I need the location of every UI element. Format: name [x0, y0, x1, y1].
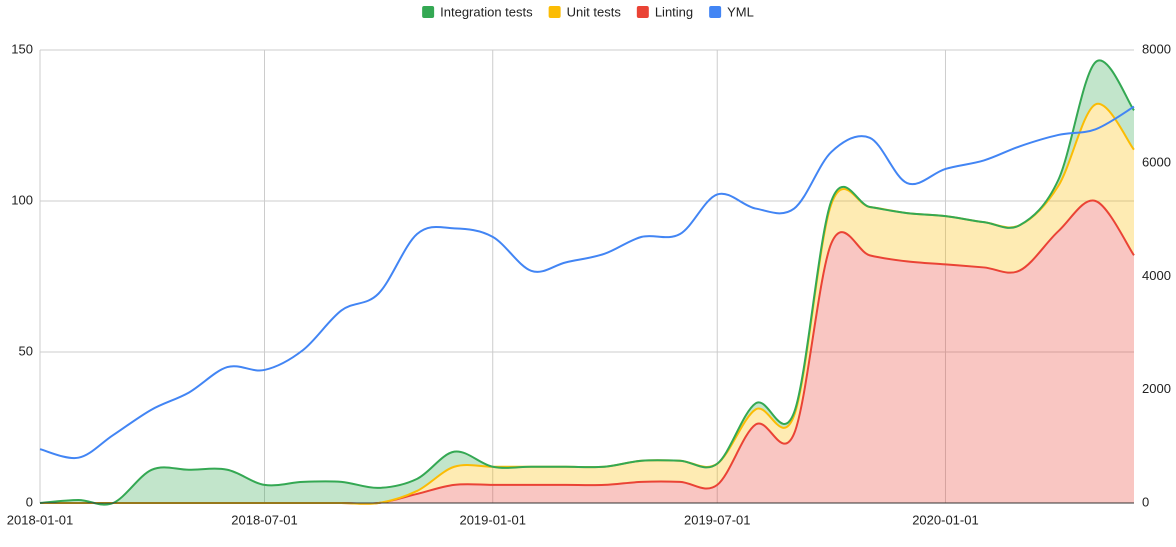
- y-tick-label: 100: [11, 192, 33, 207]
- legend-swatch: [422, 6, 435, 18]
- legend-label: Unit tests: [567, 4, 622, 19]
- legend-swatch: [709, 6, 722, 18]
- area-line: [39, 59, 1135, 506]
- x-tick-label: 2019-01-01: [459, 512, 526, 527]
- y2-tick-label: 6000: [1142, 155, 1171, 170]
- y2-tick-label: 0: [1142, 494, 1149, 509]
- line: [39, 105, 1135, 460]
- legend-label: Integration tests: [440, 4, 533, 19]
- legend-label: YML: [727, 4, 754, 19]
- legend-swatch: [636, 6, 649, 18]
- area: [40, 200, 1134, 504]
- areas: [40, 60, 1134, 505]
- y-tick-label: 50: [19, 343, 33, 358]
- y2-tick-label: 8000: [1142, 41, 1171, 56]
- legend: Integration tests Unit tests Linting YML: [422, 4, 754, 19]
- y-tick-label: 0: [26, 494, 33, 509]
- x-tick-label: 2020-01-01: [912, 512, 979, 527]
- x-tick-label: 2018-01-01: [7, 512, 74, 527]
- x-tick-label: 2019-07-01: [684, 512, 751, 527]
- x-tick-label: 2018-07-01: [231, 512, 298, 527]
- legend-label: Linting: [655, 4, 693, 19]
- area: [40, 103, 1134, 504]
- y2-tick-label: 2000: [1142, 381, 1171, 396]
- y-tick-label: 150: [11, 41, 33, 56]
- legend-swatch: [548, 6, 561, 18]
- y2-tick-label: 4000: [1142, 268, 1171, 283]
